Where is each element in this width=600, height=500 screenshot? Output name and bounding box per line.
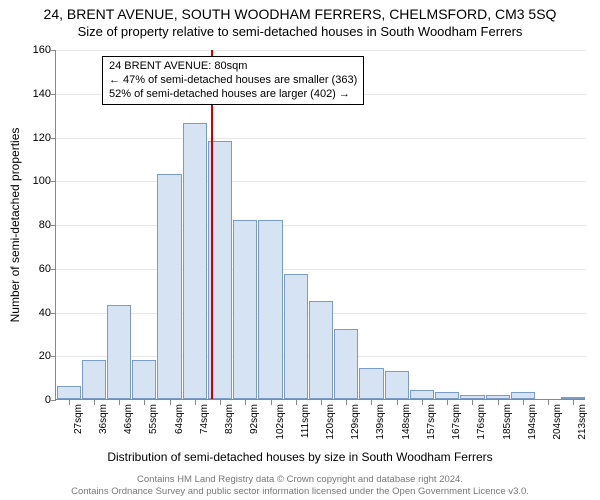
x-tick-mark: [573, 400, 574, 405]
x-tick-label: 157sqm: [426, 404, 437, 440]
x-tick-mark: [397, 400, 398, 405]
x-tick-mark: [245, 400, 246, 405]
footer-attribution: Contains HM Land Registry data © Crown c…: [0, 474, 600, 497]
x-tick-label: 139sqm: [375, 404, 386, 440]
x-tick-mark: [371, 400, 372, 405]
chart-title: 24, BRENT AVENUE, SOUTH WOODHAM FERRERS,…: [0, 0, 600, 22]
y-tick-mark: [51, 50, 56, 51]
footer-line-1: Contains HM Land Registry data © Crown c…: [0, 474, 600, 485]
x-tick-mark: [296, 400, 297, 405]
y-tick-label: 160: [21, 44, 51, 56]
x-tick-label: 120sqm: [325, 404, 336, 440]
x-tick-label: 83sqm: [224, 404, 235, 434]
x-tick-mark: [170, 400, 171, 405]
y-tick-mark: [51, 356, 56, 357]
y-axis-label: Number of semi-detached properties: [8, 128, 22, 323]
y-tick-mark: [51, 138, 56, 139]
x-tick-mark: [195, 400, 196, 405]
x-tick-label: 92sqm: [249, 404, 260, 434]
chart-area: 02040608010012014016027sqm36sqm46sqm55sq…: [55, 50, 585, 400]
y-tick-label: 100: [21, 175, 51, 187]
gridline: [56, 138, 586, 139]
x-tick-label: 74sqm: [199, 404, 210, 434]
x-tick-label: 111sqm: [300, 404, 311, 438]
x-tick-label: 55sqm: [148, 404, 159, 434]
x-tick-mark: [271, 400, 272, 405]
y-tick-label: 20: [21, 350, 51, 362]
x-tick-mark: [472, 400, 473, 405]
x-tick-label: 194sqm: [527, 404, 538, 440]
annotation-box: 24 BRENT AVENUE: 80sqm ← 47% of semi-det…: [102, 56, 364, 105]
x-tick-label: 27sqm: [73, 404, 84, 434]
x-tick-mark: [346, 400, 347, 405]
annotation-line-2: ← 47% of semi-detached houses are smalle…: [109, 74, 357, 88]
y-tick-label: 140: [21, 88, 51, 100]
histogram-bar: [385, 371, 409, 399]
histogram-bar: [334, 329, 358, 399]
x-tick-label: 64sqm: [174, 404, 185, 434]
annotation-line-3: 52% of semi-detached houses are larger (…: [109, 88, 357, 102]
histogram-bar: [107, 305, 131, 399]
histogram-bar: [486, 395, 510, 399]
x-tick-label: 46sqm: [123, 404, 134, 434]
x-tick-mark: [119, 400, 120, 405]
chart-subtitle: Size of property relative to semi-detach…: [0, 22, 600, 39]
gridline: [56, 50, 586, 51]
y-tick-mark: [51, 225, 56, 226]
histogram-bar: [157, 174, 181, 399]
histogram-bar: [258, 220, 282, 399]
x-tick-mark: [523, 400, 524, 405]
x-tick-mark: [548, 400, 549, 405]
x-tick-label: 148sqm: [401, 404, 412, 440]
y-tick-label: 80: [21, 219, 51, 231]
y-tick-mark: [51, 313, 56, 314]
x-tick-mark: [144, 400, 145, 405]
histogram-bar: [410, 390, 434, 399]
footer-line-2: Contains Ordnance Survey and public sect…: [0, 486, 600, 497]
x-tick-mark: [447, 400, 448, 405]
y-tick-label: 0: [21, 394, 51, 406]
x-tick-label: 176sqm: [476, 404, 487, 440]
x-tick-mark: [69, 400, 70, 405]
histogram-bar: [284, 274, 308, 399]
y-tick-label: 40: [21, 307, 51, 319]
histogram-bar: [435, 392, 459, 399]
y-tick-mark: [51, 400, 56, 401]
x-tick-label: 36sqm: [98, 404, 109, 434]
x-tick-mark: [220, 400, 221, 405]
annotation-line-1: 24 BRENT AVENUE: 80sqm: [109, 60, 357, 74]
y-tick-mark: [51, 181, 56, 182]
y-tick-mark: [51, 269, 56, 270]
x-tick-label: 167sqm: [451, 404, 462, 440]
x-tick-mark: [498, 400, 499, 405]
x-tick-label: 185sqm: [502, 404, 513, 440]
x-tick-label: 102sqm: [275, 404, 286, 440]
histogram-bar: [511, 392, 535, 399]
x-tick-mark: [94, 400, 95, 405]
histogram-bar: [359, 368, 383, 399]
x-tick-label: 204sqm: [552, 404, 563, 440]
x-axis-label: Distribution of semi-detached houses by …: [0, 450, 600, 464]
histogram-bar: [57, 386, 81, 399]
y-tick-mark: [51, 94, 56, 95]
histogram-bar: [233, 220, 257, 399]
chart-container: 24, BRENT AVENUE, SOUTH WOODHAM FERRERS,…: [0, 0, 600, 500]
y-tick-label: 60: [21, 263, 51, 275]
x-tick-label: 129sqm: [350, 404, 361, 440]
histogram-bar: [82, 360, 106, 399]
x-tick-label: 213sqm: [577, 404, 588, 440]
histogram-bar: [183, 123, 207, 399]
x-tick-mark: [422, 400, 423, 405]
histogram-bar: [132, 360, 156, 399]
histogram-bar: [561, 397, 585, 399]
histogram-bar: [309, 301, 333, 399]
y-tick-label: 120: [21, 132, 51, 144]
gridline: [56, 269, 586, 270]
gridline: [56, 225, 586, 226]
histogram-bar: [460, 395, 484, 399]
gridline: [56, 181, 586, 182]
x-tick-mark: [321, 400, 322, 405]
